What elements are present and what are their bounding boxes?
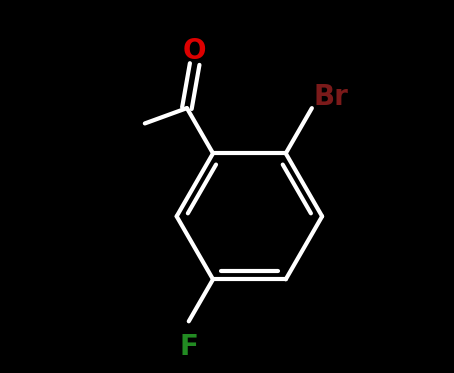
Text: Br: Br: [314, 83, 349, 111]
Text: F: F: [179, 332, 198, 361]
Text: O: O: [183, 37, 207, 65]
